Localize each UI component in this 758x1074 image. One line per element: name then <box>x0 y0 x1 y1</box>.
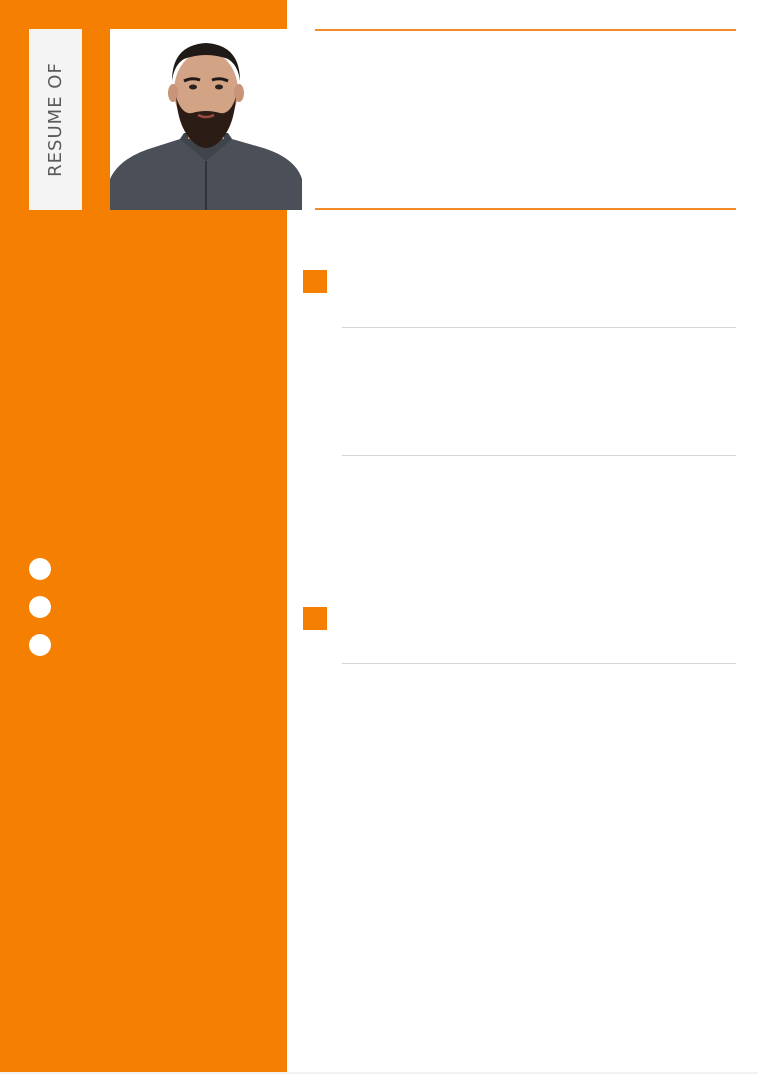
page-bottom-edge <box>0 1072 758 1074</box>
resume-of-label: RESUME OF <box>45 62 67 177</box>
profile-photo <box>110 29 302 210</box>
section-divider <box>342 327 736 328</box>
section-marker-icon <box>303 270 327 293</box>
contact-bullet-icon <box>29 634 51 656</box>
contact-bullet-icon <box>29 558 51 580</box>
section-divider <box>342 455 736 456</box>
section-marker-icon <box>303 607 327 630</box>
section-divider <box>342 663 736 664</box>
resume-of-tab: RESUME OF <box>29 29 82 210</box>
header-top-rule <box>315 29 736 31</box>
header-bottom-rule <box>315 208 736 210</box>
contact-bullet-icon <box>29 596 51 618</box>
sidebar: RESUME OF <box>0 0 302 1074</box>
